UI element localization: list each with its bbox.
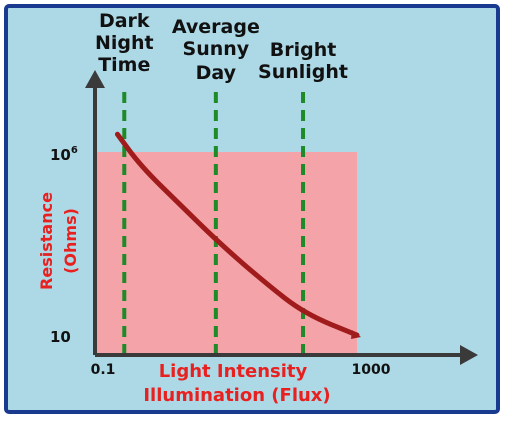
x-tick-label-0.1: 0.1 [91,362,116,378]
shaded-area [95,152,357,355]
x-tick-label-1000: 1000 [352,362,391,378]
reference-label-1-line-3: Time [98,54,150,76]
reference-label-2-line-1: Average [172,16,260,38]
y-tick-exponent: 6 [71,145,78,156]
y-axis-label-line-1: Resistance [37,192,56,290]
y-axis-arrowhead [85,70,105,88]
reference-label-2-line-3: Day [196,62,237,84]
y-axis-label-line-2: (Ohms) [61,208,80,274]
x-axis-arrowhead [460,345,478,365]
x-axis-label-line-1: Light Intensity [159,361,308,382]
curve-end-cap [351,330,361,340]
resistance-curve [114,131,360,338]
reference-label-3-line-1: Bright [270,39,337,61]
x-axis-label-line-2: Illumination (Flux) [143,385,330,406]
reference-label-3-line-2: Sunlight [258,61,348,83]
y-tick-label-2: 10 [50,328,71,346]
reference-label-1-line-2: Night [95,32,154,54]
reference-label-2-line-2: Sunny [183,38,250,60]
reference-label-1-line-1: Dark [99,10,150,32]
